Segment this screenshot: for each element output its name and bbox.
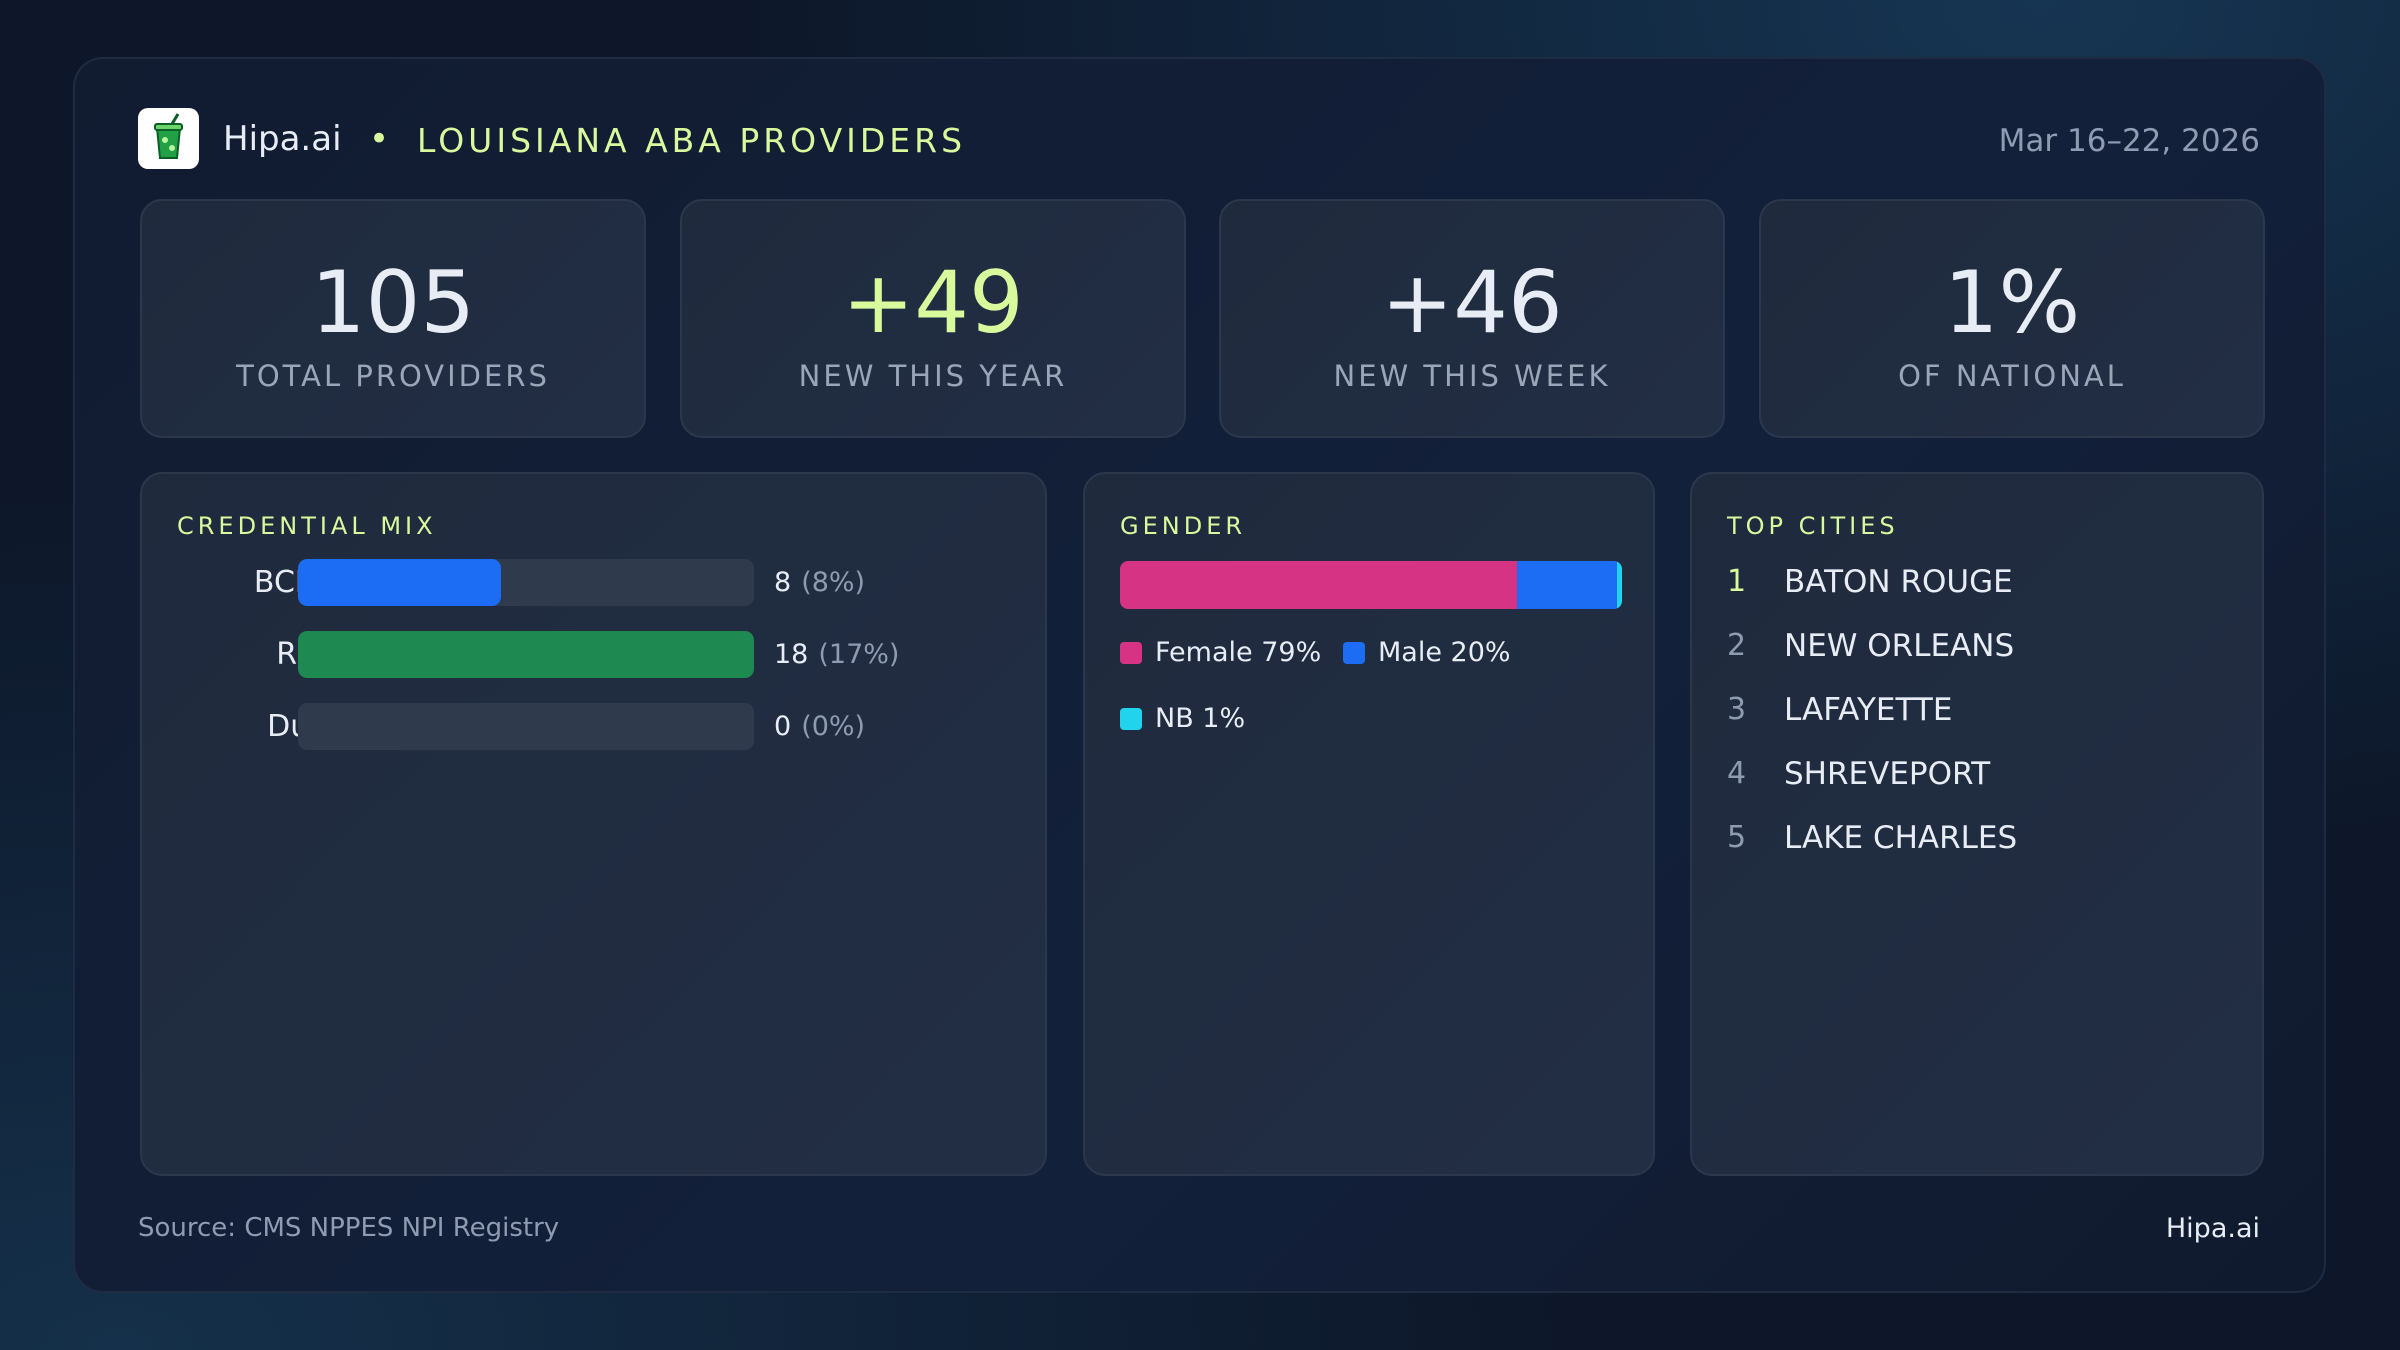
legend-label: NB 1% [1155, 703, 1246, 734]
gender-panel: GENDER Female 79% Male 20% NB 1% [1083, 472, 1655, 1176]
date-range: Mar 16–22, 2026 [1998, 123, 2260, 159]
share: (17%) [818, 639, 900, 670]
stat-value: 105 [310, 253, 476, 353]
stat-label: TOTAL PROVIDERS [236, 359, 550, 393]
value-label: 0 (0%) [774, 703, 865, 750]
stacked-bar [1120, 561, 1622, 609]
city-rank: 1 [1727, 564, 1747, 599]
stat-label: NEW THIS WEEK [1333, 359, 1611, 393]
bar-track [298, 631, 754, 678]
bar-segment [1616, 561, 1622, 609]
stat-value: +46 [1381, 253, 1563, 353]
logo [138, 108, 199, 169]
stat-value: 1% [1943, 253, 2081, 353]
stat-card: +49 NEW THIS YEAR [680, 199, 1186, 438]
source: Source: CMS NPPES NPI Registry [138, 1213, 560, 1243]
value-label: 8 (8%) [774, 559, 865, 606]
count: 18 [774, 639, 809, 670]
legend-swatch [1343, 642, 1365, 664]
legend-swatch [1120, 642, 1142, 664]
stat-value: +49 [842, 253, 1024, 353]
credential-panel: CREDENTIAL MIX BCBA8(8%)RBT18(17%)Dual0(… [140, 472, 1047, 1176]
bar-track [298, 703, 754, 750]
count: 0 [774, 711, 792, 742]
panel-title: CREDENTIAL MIX [177, 512, 437, 540]
panel-title: GENDER [1120, 512, 1247, 540]
city-rank: 5 [1727, 820, 1747, 855]
stat-label: OF NATIONAL [1898, 359, 2126, 393]
bar-segment [1120, 561, 1517, 609]
bar [298, 631, 754, 678]
city-name: NEW ORLEANS [1784, 628, 2015, 664]
panel-title: TOP CITIES [1727, 512, 1899, 540]
legend-label: Female 79% [1155, 637, 1322, 668]
bar-segment [1516, 561, 1617, 609]
dashboard-card: Hipa.ai • LOUISIANA ABA PROVIDERS Mar 16… [73, 57, 2326, 1293]
stat-label: NEW THIS YEAR [798, 359, 1068, 393]
city-name: BATON ROUGE [1784, 564, 2013, 600]
stat-card: 105 TOTAL PROVIDERS [140, 199, 646, 438]
footer-brand: Hipa.ai [2165, 1213, 2260, 1244]
city-rank: 3 [1727, 692, 1747, 727]
city-rank: 2 [1727, 628, 1747, 663]
count: 8 [774, 567, 792, 598]
share: (0%) [801, 711, 866, 742]
stat-card: 1% OF NATIONAL [1759, 199, 2265, 438]
header-title: LOUISIANA ABA PROVIDERS [417, 121, 967, 160]
brand: Hipa.ai [223, 119, 342, 159]
bar-track [298, 559, 754, 606]
legend-swatch [1120, 708, 1142, 730]
value-label: 18 (17%) [774, 631, 899, 678]
city-name: LAKE CHARLES [1784, 820, 2018, 856]
city-rank: 4 [1727, 756, 1747, 791]
city-name: SHREVEPORT [1784, 756, 1991, 792]
share: (8%) [801, 567, 866, 598]
bar [298, 559, 501, 606]
city-name: LAFAYETTE [1784, 692, 1953, 728]
separator-dot: • [369, 119, 390, 159]
stat-card: +46 NEW THIS WEEK [1219, 199, 1725, 438]
legend-label: Male 20% [1378, 637, 1511, 668]
cities-panel: TOP CITIES 1 BATON ROUGE 2 NEW ORLEANS 3 LAFA… [1690, 472, 2264, 1176]
